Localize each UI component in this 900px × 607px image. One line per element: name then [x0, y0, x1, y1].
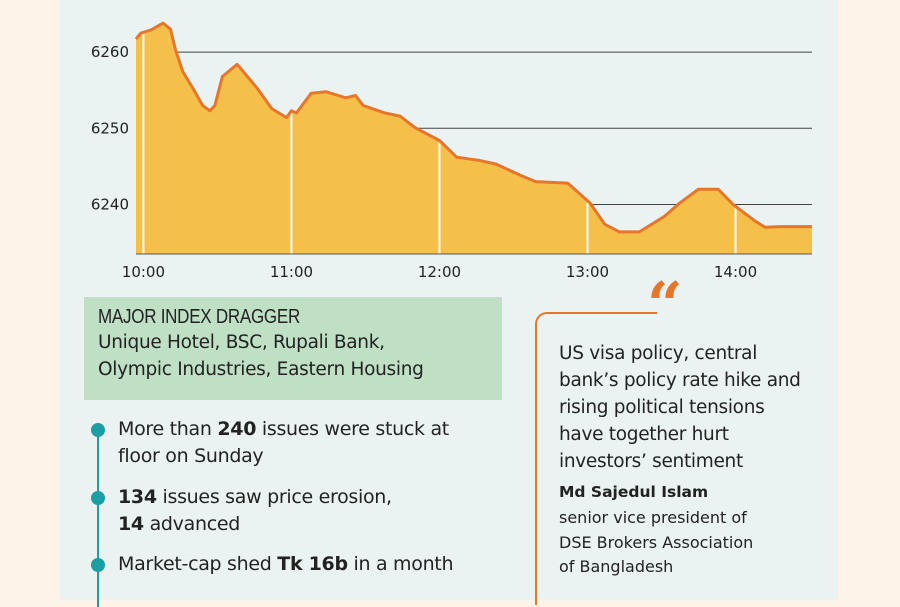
text: issues saw price erosion, [156, 486, 393, 508]
fact-stuck-issues: More than 240 issues were stuck at floor… [118, 416, 449, 470]
x-tick-label: 12:00 [418, 263, 461, 281]
highlight: Tk 16b [277, 553, 348, 575]
quote-frame-corner [535, 312, 549, 326]
highlight: 14 [118, 513, 144, 535]
major-index-dragger-box: MAJOR INDEX DRAGGER Unique Hotel, BSC, R… [84, 297, 502, 400]
quote-text: US visa policy, central bank’s policy ra… [559, 340, 801, 475]
quote-author-name: Md Sajedul Islam [559, 483, 709, 501]
bullet-dot-icon [91, 558, 105, 572]
index-area-chart: 6240 6250 6260 10:00 11:00 12:00 13:00 14:00 [91, 21, 812, 281]
timeline-line [97, 427, 99, 607]
y-tick-label: 6260 [91, 43, 129, 61]
quote-line: US visa policy, central [559, 343, 758, 364]
x-tick-label: 11:00 [270, 263, 313, 281]
x-tick-label: 14:00 [714, 263, 757, 281]
quote-box: “ US visa policy, central bank’s policy … [535, 274, 835, 605]
role-line: DSE Brokers Association [559, 532, 754, 552]
x-tick-label: 13:00 [566, 263, 609, 281]
key-facts-list: More than 240 issues were stuck at floor… [91, 415, 512, 607]
quote-frame-left [535, 325, 537, 605]
dragger-line-1: Unique Hotel, BSC, Rupali Bank, [98, 332, 385, 353]
text: More than [118, 418, 218, 440]
text: floor on Sunday [118, 445, 264, 467]
quote-line: rising political tensions [559, 397, 765, 418]
quote-line: investors’ sentiment [559, 451, 743, 472]
text: in a month [347, 553, 454, 575]
text: Market-cap shed [118, 553, 278, 575]
y-tick-label: 6240 [91, 195, 129, 213]
area-fill [136, 23, 812, 254]
role-line: of Bangladesh [559, 557, 674, 576]
quote-line: bank’s policy rate hike and [559, 370, 801, 391]
bullet-dot-icon [91, 423, 105, 437]
dragger-line-2: Olympic Industries, Eastern Housing [98, 359, 424, 380]
dragger-title: MAJOR INDEX DRAGGER [98, 306, 301, 328]
fact-price-erosion: 134 issues saw price erosion, 14 advance… [118, 484, 392, 538]
index-line [134, 21, 812, 234]
quote-line: have together hurt [559, 424, 729, 445]
role-line: senior vice president of [559, 508, 747, 527]
highlight: 240 [217, 418, 257, 440]
x-tick-label: 10:00 [122, 263, 165, 281]
text: advanced [143, 513, 241, 535]
quote-author-role: senior vice president of DSE Brokers Ass… [559, 506, 753, 580]
quote-mark-icon: “ [647, 268, 683, 341]
bullet-dot-icon [91, 491, 105, 505]
highlight: 134 [118, 486, 157, 508]
y-tick-label: 6250 [91, 119, 129, 137]
fact-market-cap: Market-cap shed Tk 16b in a month [118, 551, 454, 578]
quote-frame-top [547, 312, 657, 314]
text: issues were stuck at [256, 418, 449, 440]
